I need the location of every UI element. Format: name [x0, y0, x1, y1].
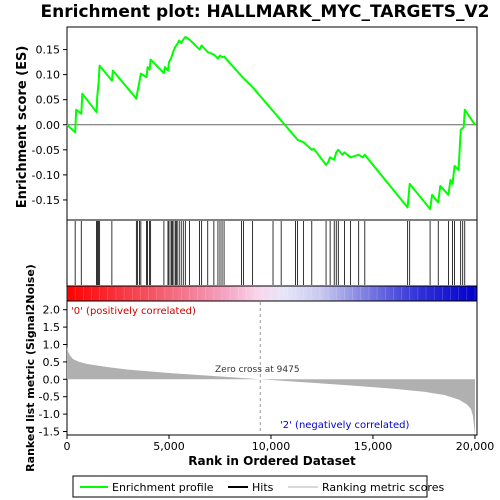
rank-gradient-bar: [66, 285, 478, 302]
x-axis-label: Rank in Ordered Dataset: [188, 454, 356, 468]
es-y-axis-label: Enrichment score (ES): [15, 46, 30, 209]
es-y-tick-label: 0.05: [36, 94, 61, 107]
rank-bar: [66, 285, 478, 302]
metric-y-tick-label: 0.0: [43, 373, 61, 386]
x-tick-label: 5,000: [153, 440, 185, 453]
hits-panel: [66, 219, 478, 287]
es-y-tick-label: -0.15: [32, 194, 60, 207]
metric-y-tick-label: 1.0: [43, 339, 61, 352]
es-y-tick-label: 0.10: [36, 69, 61, 82]
legend-label-enrichment: Enrichment profile: [112, 481, 214, 494]
es-y-tick-label: 0.15: [36, 44, 61, 57]
es-panel: -0.15 -0.10 -0.05 0.00 0.05 0.10 0.15 Enrichme…: [15, 26, 478, 221]
es-y-axis: -0.15 -0.10 -0.05 0.00 0.05 0.10 0.15: [32, 44, 67, 207]
metric-y-tick-label: -1.5: [39, 426, 60, 439]
metric-y-tick-label: 0.5: [43, 356, 61, 369]
hits-panel-frame: [66, 219, 478, 287]
es-y-tick-label: -0.05: [32, 144, 60, 157]
metric-y-tick-label: 1.5: [43, 321, 61, 334]
metric-y-tick-label: -1.0: [39, 408, 60, 421]
x-axis: 0 5,000 10,000 15,000 20,000: [64, 435, 495, 453]
es-y-tick-label: 0.00: [36, 119, 61, 132]
enrichment-profile-line: [66, 36, 476, 210]
x-tick-label: 15,000: [354, 440, 393, 453]
legend-box: [72, 475, 428, 498]
legend: Enrichment profile Hits Ranking metric s…: [72, 475, 444, 498]
positive-label: '0' (positively correlated): [71, 306, 196, 317]
legend-label-hits: Hits: [252, 481, 274, 494]
negative-label: '2' (negatively correlated): [280, 420, 409, 431]
metric-y-tick-label: 2.0: [43, 304, 61, 317]
metric-panel: -1.5 -1.0 -0.5 0.0 0.5 1.0 1.5 2.0 '0' (positiv…: [24, 264, 478, 472]
x-tick-label: 20,000: [456, 440, 495, 453]
rank-bar-lines: [66, 287, 476, 300]
ranking-metric-area: [67, 346, 475, 435]
metric-y-tick-label: -0.5: [39, 391, 60, 404]
legend-label-metric: Ranking metric scores: [322, 481, 444, 494]
chart-title: Enrichment plot: HALLMARK_MYC_TARGETS_V2: [41, 2, 490, 22]
zero-cross-label: Zero cross at 9475: [215, 365, 300, 375]
metric-y-axis: -1.5 -1.0 -0.5 0.0 0.5 1.0 1.5 2.0: [39, 304, 67, 439]
hit-markers: [74, 221, 466, 285]
metric-y-axis-label: Ranked list metric (Signal2Noise): [24, 264, 37, 472]
es-y-tick-label: -0.10: [32, 169, 60, 182]
x-tick-label: 10,000: [252, 440, 291, 453]
x-tick-label: 0: [64, 440, 71, 453]
